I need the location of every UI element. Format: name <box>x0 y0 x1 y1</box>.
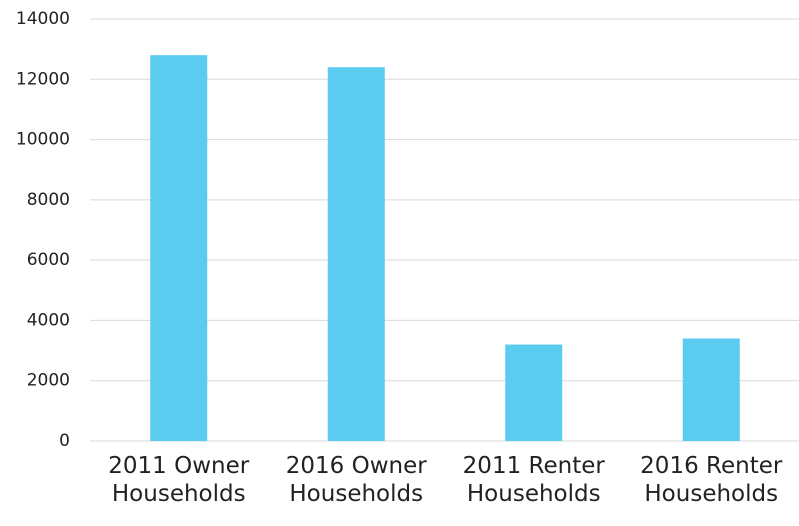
y-tick-label: 2000 <box>27 371 70 391</box>
x-tick-label: 2016 Owner Households <box>285 453 427 507</box>
y-tick-label: 12000 <box>16 69 70 89</box>
y-tick-label: 10000 <box>16 130 70 150</box>
y-tick-label: 4000 <box>27 310 70 330</box>
x-tick-label: 2011 Owner Households <box>108 453 250 507</box>
y-tick-label: 8000 <box>27 190 70 210</box>
y-tick-label: 0 <box>59 431 70 451</box>
bar <box>150 55 208 442</box>
y-tick-label: 14000 <box>16 9 70 29</box>
x-tick-label: 2016 Renter Households <box>640 453 783 507</box>
y-tick-label: 6000 <box>27 250 70 270</box>
bar <box>682 338 740 441</box>
bar <box>505 344 563 441</box>
x-tick-label: 2011 Renter Households <box>462 453 605 507</box>
bar <box>327 67 385 441</box>
